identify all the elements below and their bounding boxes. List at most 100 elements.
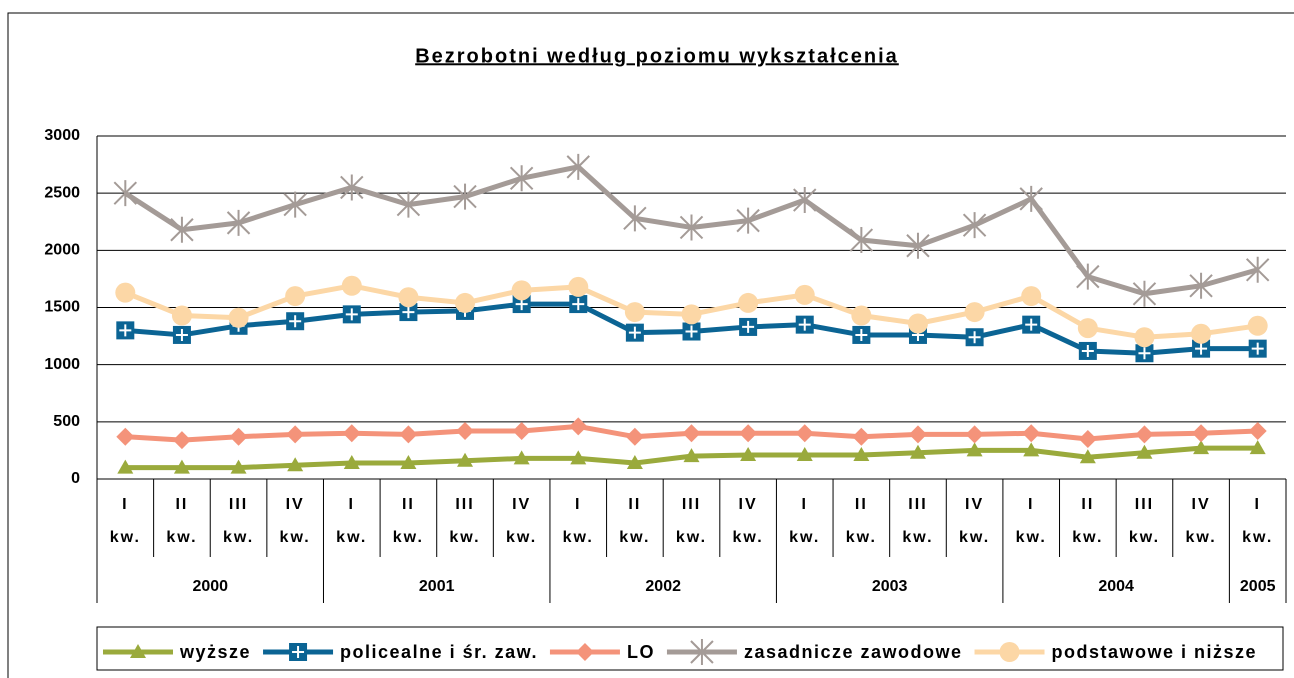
marker-shape [115, 282, 136, 303]
x-tick-label: III kw. [449, 496, 481, 546]
marker [1022, 424, 1041, 443]
marker-shape [570, 450, 587, 465]
marker [1078, 429, 1097, 448]
chart-border [7, 12, 1294, 678]
marker-shape [226, 209, 251, 236]
marker [909, 444, 926, 459]
marker-shape [624, 302, 645, 323]
marker [736, 207, 760, 234]
marker [739, 317, 758, 336]
marker [170, 216, 194, 243]
marker [513, 450, 530, 465]
marker [907, 313, 928, 334]
marker-shape [511, 280, 532, 301]
marker-shape [1081, 344, 1094, 357]
legend-label: wyższe [179, 642, 251, 662]
marker-shape [907, 313, 928, 334]
marker-shape [1191, 323, 1212, 344]
marker [965, 328, 984, 347]
marker [908, 425, 927, 444]
marker-shape [1023, 442, 1040, 457]
marker [289, 643, 308, 661]
x-group-label: 2001 [419, 578, 455, 595]
marker [1132, 280, 1157, 307]
marker [906, 232, 930, 259]
x-group-label: 2000 [192, 578, 228, 595]
marker-shape [287, 457, 304, 472]
marker-shape [229, 427, 248, 446]
marker [570, 450, 587, 465]
marker-shape [798, 318, 811, 331]
x-tick-label: I kw. [336, 496, 368, 546]
marker [1247, 315, 1268, 336]
x-tick-label: II kw. [1072, 496, 1104, 546]
marker-shape [853, 446, 870, 461]
marker [852, 325, 871, 344]
y-tick-label: 3000 [44, 127, 80, 144]
marker-shape [1021, 286, 1042, 307]
marker [283, 191, 307, 218]
marker [625, 427, 644, 446]
marker [457, 452, 474, 467]
marker [1189, 272, 1213, 299]
marker-shape [513, 450, 530, 465]
marker [113, 180, 138, 207]
marker-shape [1134, 327, 1155, 348]
y-tick-label: 500 [53, 413, 80, 430]
marker-shape [740, 446, 757, 461]
marker-shape [679, 214, 704, 241]
x-tick-label: III kw. [675, 496, 708, 546]
marker-shape [1248, 421, 1267, 440]
marker [1135, 425, 1154, 444]
marker-shape [396, 191, 421, 218]
y-tick-label: 1500 [44, 299, 80, 316]
marker [1134, 327, 1155, 348]
marker-shape [852, 427, 871, 446]
legend-box [96, 626, 1284, 671]
marker-shape [681, 304, 702, 325]
marker-shape [1251, 342, 1264, 355]
y-tick-label: 0 [71, 470, 80, 487]
marker [690, 639, 714, 665]
marker [342, 424, 361, 443]
marker-shape [999, 642, 1020, 662]
x-tick-label: IV kw. [958, 496, 991, 546]
marker [116, 321, 135, 340]
marker-shape [400, 454, 417, 469]
marker-shape [512, 421, 531, 440]
marker-shape [171, 305, 192, 326]
marker [626, 454, 643, 469]
marker-shape [341, 275, 362, 296]
marker-shape [572, 298, 585, 311]
marker-shape [793, 187, 817, 214]
y-tick-label: 2500 [44, 184, 80, 201]
marker [172, 325, 191, 344]
marker-shape [909, 444, 926, 459]
marker [679, 214, 704, 241]
marker-shape [569, 417, 588, 436]
y-tick-label: 2000 [44, 242, 80, 259]
marker-shape [1247, 315, 1268, 336]
marker [683, 448, 700, 463]
marker [1076, 263, 1100, 290]
marker [1136, 444, 1153, 459]
legend-label: LO [627, 642, 655, 662]
marker [682, 424, 701, 443]
marker-shape [626, 454, 643, 469]
x-tick-label: III kw. [902, 496, 934, 546]
marker-shape [228, 307, 249, 328]
marker-shape [130, 644, 146, 658]
marker-shape [289, 315, 302, 328]
x-tick-label: II kw. [845, 496, 877, 546]
marker [849, 227, 874, 254]
marker [1248, 421, 1267, 440]
marker-shape [906, 232, 930, 259]
marker [173, 459, 190, 474]
marker-shape [566, 153, 590, 180]
marker [342, 305, 361, 324]
marker [172, 431, 191, 450]
marker [566, 153, 590, 180]
marker [396, 191, 421, 218]
x-tick-label: I kw. [562, 496, 594, 546]
